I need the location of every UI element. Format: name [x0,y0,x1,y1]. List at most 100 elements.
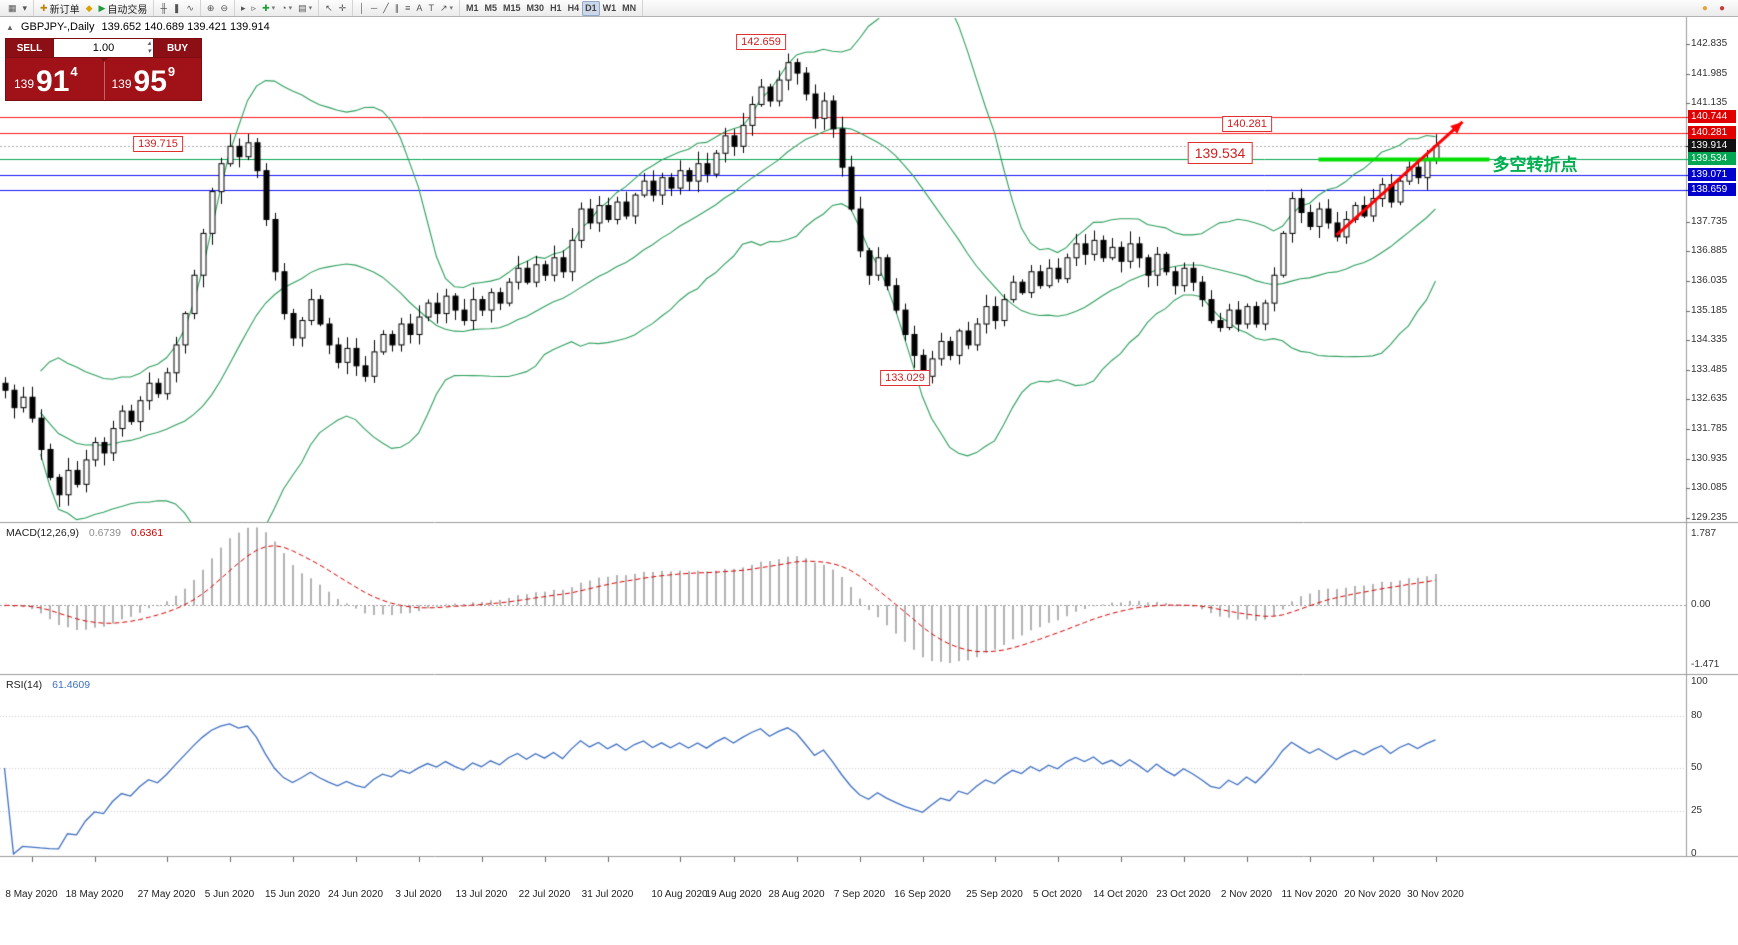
price-badge: 139.071 [1688,168,1736,181]
deposit-button[interactable]: ◆ [83,1,96,16]
time-axis-label: 7 Sep 2020 [833,889,886,900]
price-axis-label: 132.635 [1691,393,1728,404]
tf-w1-button[interactable]: W1 [600,1,620,16]
line-chart-icon: ∿ [186,2,194,13]
tf-m30-button[interactable]: M30 [524,1,548,16]
rsi-axis-label: 80 [1691,710,1703,721]
toolbar-group-chart-tools: ▸ ▹ ✚ ▾ ◔ ▾ ▤ ▾ [235,0,320,16]
time-axis-label: 20 Nov 2020 [1344,889,1401,900]
channel-button[interactable]: ∥ [392,1,403,16]
price-annotation-label[interactable]: 142.659 [736,34,786,50]
sell-price[interactable]: 139 91 4 [6,58,104,100]
tf-d1-button[interactable]: D1 [582,0,600,16]
volume-field[interactable]: 1.00 ▴ ▾ [54,39,153,57]
tf-d1-button-label: D1 [585,3,597,13]
time-axis-label: 8 May 2020 [5,889,58,900]
fibonacci-button[interactable]: ≡ [402,1,413,16]
alerts-status-icon[interactable]: ● [1701,2,1708,14]
new-chart-button[interactable]: ▦ [5,1,20,16]
main-toolbar: ▦ ▾ ✚ 新订单 ◆ ▶ 自动交易 ╫ ❚ ∿ ⊕ ⊖ ▸ ▹ ✚ ▾ ◔ ▾ ▤ ▾ ↖ ✛ │ ─ ╱ ∥ ≡ A T ↗ ▾ M1 M5… [0,0,1738,17]
price-axis-label: 130.085 [1691,482,1728,493]
line-chart-button[interactable]: ∿ [183,1,197,16]
tf-m5-button-label: M5 [484,3,498,13]
template-dropdown[interactable]: ▤ ▾ [295,1,315,16]
time-axis-label: 18 May 2020 [65,889,124,900]
auto-scroll-button[interactable]: ▸ [238,1,249,16]
volume-value[interactable]: 1.00 [92,42,115,54]
volume-up-icon[interactable]: ▴ [147,40,151,47]
tf-m1-button-label: M1 [466,3,479,13]
toolbar-group-draw-objects: │ ─ ╱ ∥ ≡ A T ↗ ▾ [353,0,460,16]
price-axis-label: 141.135 [1691,97,1728,108]
time-axis-label: 16 Sep 2020 [894,889,951,900]
time-axis-label: 27 May 2020 [137,889,196,900]
price-annotation-label[interactable]: 139.534 [1187,142,1253,164]
text-label-icon: T [428,3,434,13]
chart-list-dropdown[interactable]: ▾ [20,1,31,16]
add-indicator-icon: ✚ [262,2,270,13]
sell-price-prefix: 139 [14,77,35,91]
price-annotation-label[interactable]: 140.281 [1222,116,1272,132]
new-order-button[interactable]: ✚ 新订单 [37,1,83,16]
buy-price-big: 95 [133,65,167,99]
sell-button[interactable]: SELL [6,39,54,57]
tf-h1-button[interactable]: H1 [547,1,565,16]
price-annotation-label[interactable]: 133.029 [880,370,930,386]
time-axis-label: 3 Jul 2020 [395,889,442,900]
tf-m5-button[interactable]: M5 [482,1,501,16]
arrows-dropdown[interactable]: ↗ ▾ [437,1,456,16]
time-axis-label: 25 Sep 2020 [966,889,1023,900]
price-axis-label: 135.185 [1691,305,1728,316]
candlestick-chart-button[interactable]: ❚ [170,1,184,16]
chart-ohlc-values: 139.652 140.689 139.421 139.914 [101,21,270,33]
sell-price-sup: 4 [70,64,78,79]
connection-status-icon[interactable]: ● [1718,2,1725,14]
toolbar-group-trade: ✚ 新订单 ◆ ▶ 自动交易 [34,0,155,16]
macd-axis-label: -1.471 [1691,659,1720,670]
crosshair-button[interactable]: ✛ [336,1,350,16]
new-order-icon: ✚ [40,2,48,13]
new-chart-icon: ▦ [8,2,17,13]
price-badge: 138.659 [1688,183,1736,196]
chart-shift-button[interactable]: ▹ [249,1,260,16]
tf-mn-button[interactable]: MN [619,1,639,16]
text-label-button[interactable]: T [425,1,437,16]
zoom-in-button[interactable]: ⊕ [204,1,218,16]
tf-mn-button-label: MN [622,3,637,13]
rsi-axis-label: 25 [1691,805,1703,816]
time-axis-label: 2 Nov 2020 [1220,889,1273,900]
period-icon: ◔ [281,3,287,13]
cursor-button[interactable]: ↖ [322,1,336,16]
bar-chart-button[interactable]: ╫ [157,1,169,16]
zoom-out-button[interactable]: ⊖ [217,1,231,16]
price-axis-label: 131.785 [1691,423,1728,434]
price-annotation-label[interactable]: 139.715 [133,136,183,152]
one-click-collapse-icon[interactable]: ▲ [6,22,14,32]
buy-price[interactable]: 139 95 9 [104,58,202,100]
tf-m15-button[interactable]: M15 [500,1,524,16]
auto-scroll-icon: ▸ [241,2,246,13]
time-axis-label: 11 Nov 2020 [1281,889,1338,900]
buy-button[interactable]: BUY [153,39,201,57]
tf-h4-button[interactable]: H4 [565,1,583,16]
volume-spinner: ▴ ▾ [147,40,151,56]
trend-annotation-text[interactable]: 多空转折点 [1492,155,1578,175]
add-indicator-button[interactable]: ✚ ▾ [259,1,278,16]
volume-down-icon[interactable]: ▾ [147,48,151,55]
period-dropdown[interactable]: ◔ ▾ [278,1,295,16]
autotrading-button[interactable]: ▶ 自动交易 [96,1,151,16]
time-axis-label: 22 Jul 2020 [518,889,571,900]
text-button[interactable]: A [413,1,425,16]
price-axis-label: 129.235 [1691,512,1728,523]
time-axis-label: 5 Jun 2020 [204,889,255,900]
price-badge: 139.914 [1688,139,1736,152]
trendline-button[interactable]: ╱ [380,1,391,16]
rsi-axis-label: 100 [1691,676,1708,687]
arrows-dropdown-caret-icon: ▾ [449,5,453,12]
tf-m1-button[interactable]: M1 [463,1,482,16]
vertical-line-button[interactable]: │ [356,1,368,16]
macd-axis-label: 0.00 [1691,599,1711,610]
horizontal-line-button[interactable]: ─ [368,1,380,16]
